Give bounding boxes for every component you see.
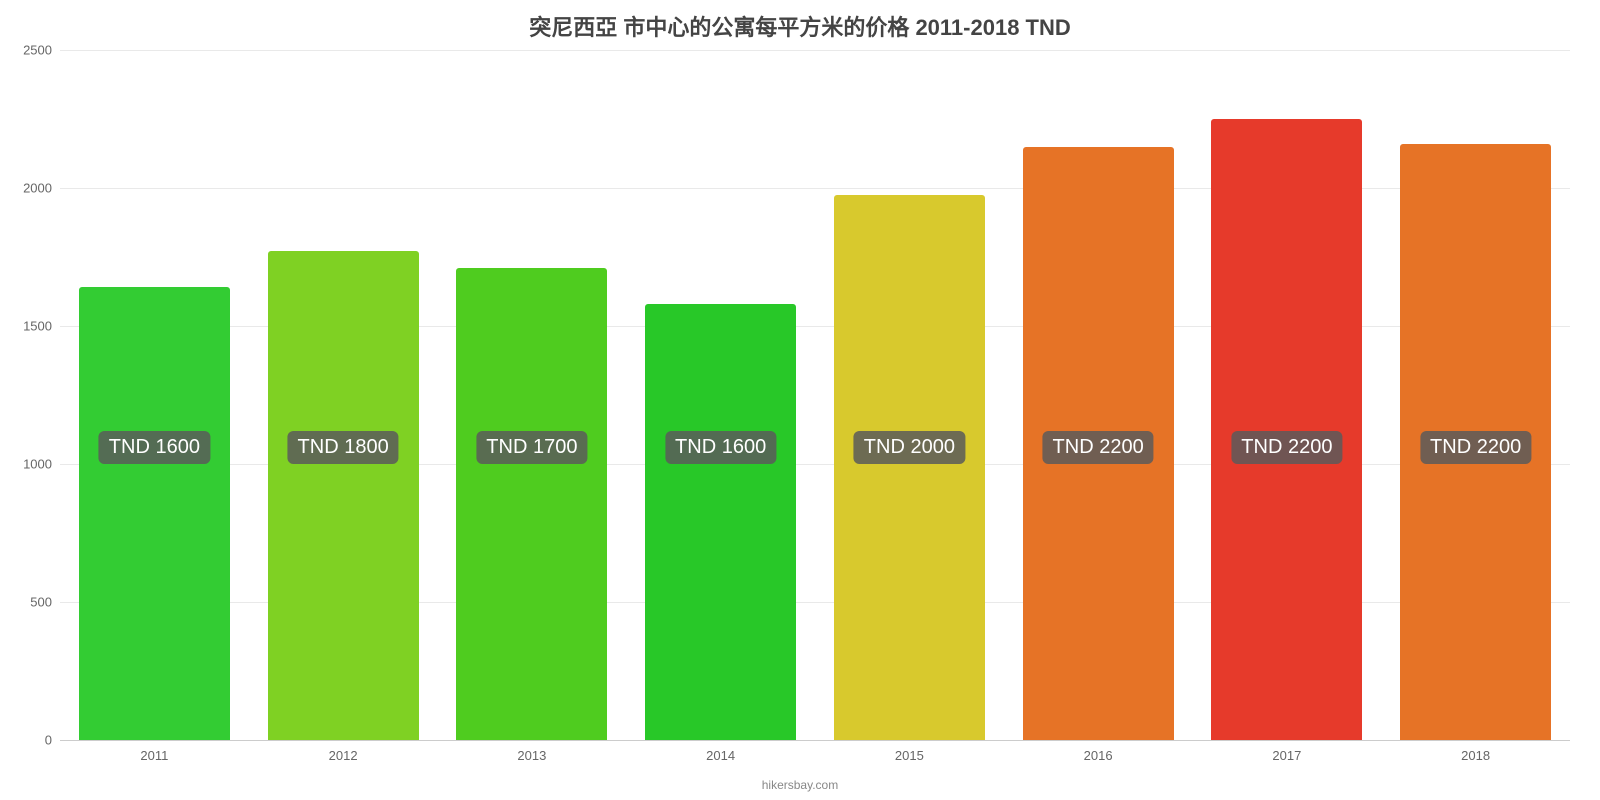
y-tick-label: 500 xyxy=(30,595,60,610)
gridline xyxy=(60,740,1570,741)
bar xyxy=(645,304,796,740)
bar-slot: TND 22002018 xyxy=(1381,50,1570,740)
bar xyxy=(268,251,419,740)
x-tick-label: 2013 xyxy=(517,740,546,763)
x-tick-label: 2017 xyxy=(1272,740,1301,763)
plot-area: 05001000150020002500 TND 16002011TND 180… xyxy=(60,50,1570,740)
bar-slot: TND 20002015 xyxy=(815,50,1004,740)
y-tick-label: 2000 xyxy=(23,181,60,196)
y-tick-label: 0 xyxy=(45,733,60,748)
x-tick-label: 2011 xyxy=(140,740,168,763)
bar-slot: TND 16002011 xyxy=(60,50,249,740)
bar-slot: TND 22002016 xyxy=(1004,50,1193,740)
y-tick-label: 1000 xyxy=(23,457,60,472)
bar-value-label: TND 2200 xyxy=(1231,431,1342,464)
bar-value-label: TND 1600 xyxy=(99,431,210,464)
chart-container: 突尼西亞 市中心的公寓每平方米的价格 2011-2018 TND 0500100… xyxy=(0,0,1600,800)
bar xyxy=(456,268,607,740)
bar-slot: TND 17002013 xyxy=(438,50,627,740)
x-tick-label: 2016 xyxy=(1084,740,1113,763)
bar-value-label: TND 2000 xyxy=(854,431,965,464)
bar-slot: TND 18002012 xyxy=(249,50,438,740)
bar-value-label: TND 1600 xyxy=(665,431,776,464)
attribution: hikersbay.com xyxy=(0,778,1600,792)
chart-title: 突尼西亞 市中心的公寓每平方米的价格 2011-2018 TND xyxy=(0,0,1600,42)
y-tick-label: 2500 xyxy=(23,43,60,58)
bar xyxy=(79,287,230,740)
bar-slot: TND 22002017 xyxy=(1193,50,1382,740)
bars-group: TND 16002011TND 18002012TND 17002013TND … xyxy=(60,50,1570,740)
bar-value-label: TND 2200 xyxy=(1043,431,1154,464)
bar xyxy=(1211,119,1362,740)
x-tick-label: 2018 xyxy=(1461,740,1490,763)
bar-slot: TND 16002014 xyxy=(626,50,815,740)
bar-value-label: TND 1700 xyxy=(476,431,587,464)
y-tick-label: 1500 xyxy=(23,319,60,334)
x-tick-label: 2014 xyxy=(706,740,735,763)
bar-value-label: TND 2200 xyxy=(1420,431,1531,464)
x-tick-label: 2012 xyxy=(329,740,358,763)
x-tick-label: 2015 xyxy=(895,740,924,763)
bar xyxy=(834,195,985,740)
bar-value-label: TND 1800 xyxy=(288,431,399,464)
